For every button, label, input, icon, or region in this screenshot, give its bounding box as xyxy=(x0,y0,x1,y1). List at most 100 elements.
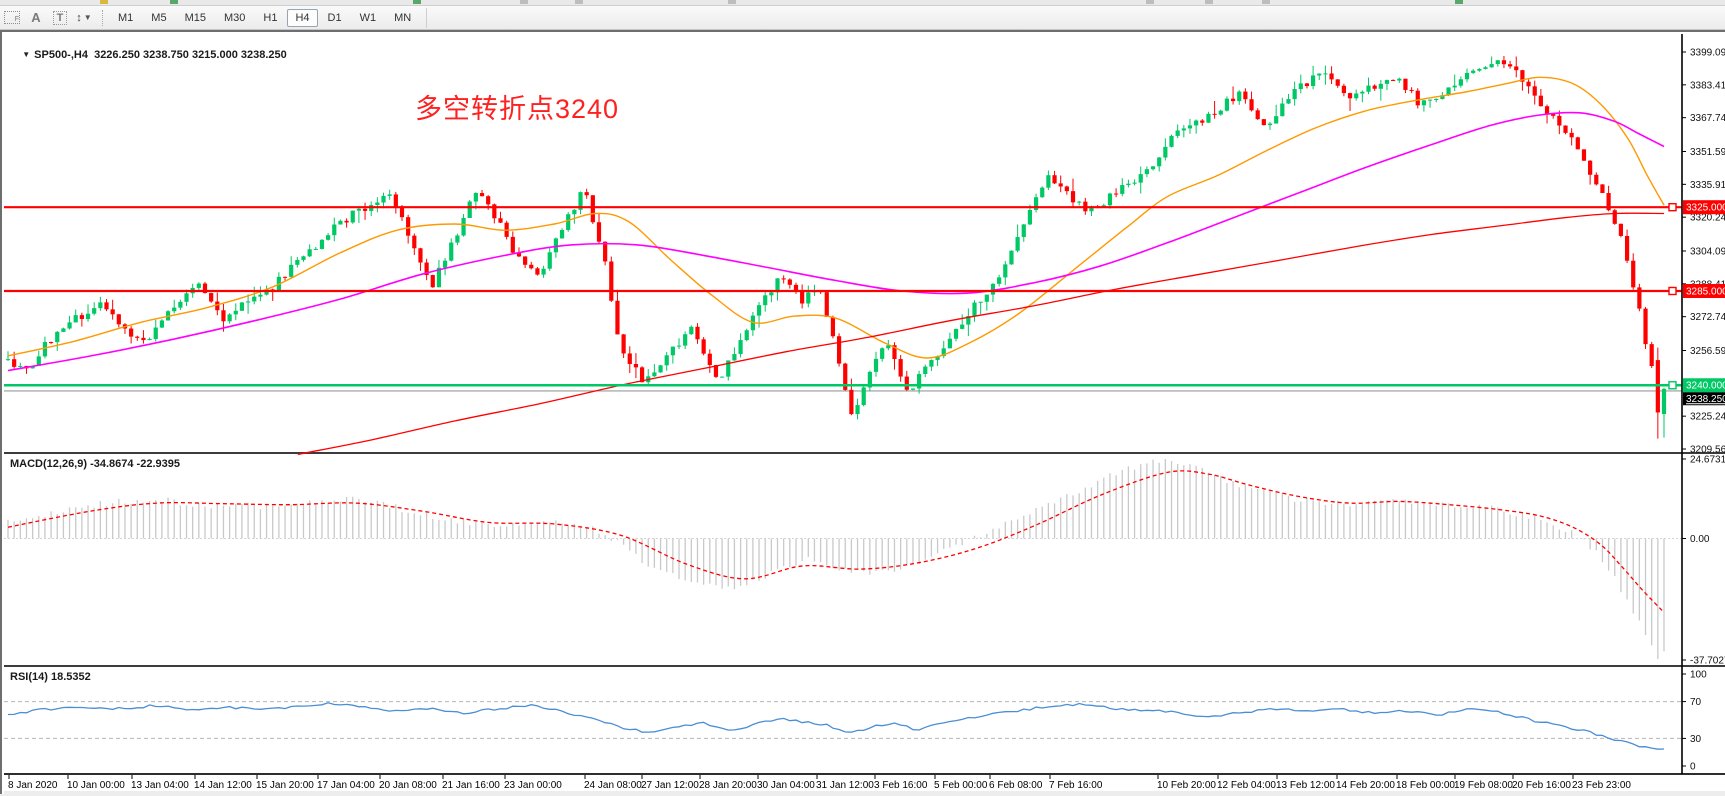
timeframe-button-w1[interactable]: W1 xyxy=(359,11,377,24)
timeframe-button-m15[interactable]: M15 xyxy=(184,11,206,24)
time-axis-label: 10 Feb 20:00 xyxy=(1157,780,1216,791)
time-axis-border xyxy=(4,773,1725,775)
time-axis-label: 31 Jan 12:00 xyxy=(816,780,874,791)
clipped-icon-fragment xyxy=(728,0,736,4)
macd-axis-label: 0.00 xyxy=(1690,534,1710,545)
current-price-box xyxy=(1683,392,1725,406)
price-axis-label: 3209.565 xyxy=(1690,445,1725,456)
price-axis[interactable]: 3399.090 3383.415 3367.740 3351.590 3335.915… xyxy=(1681,34,1725,774)
ma-fast-orange[interactable] xyxy=(7,76,1665,359)
time-axis-label: 8 Jan 2020 xyxy=(8,780,58,791)
current-price-text: 3238.250 xyxy=(1686,394,1725,405)
toolbar-separator xyxy=(426,7,428,28)
macd-signal-line xyxy=(7,470,1665,613)
indicator-axes: 24.6731 0.00 -37.7027 100 70 30 0 xyxy=(1682,455,1725,773)
time-axis-label: 14 Feb 20:00 xyxy=(1336,780,1395,791)
price-axis-label: 3320.240 xyxy=(1690,213,1725,224)
chart-canvas[interactable]: 3399.090 3383.415 3367.740 3351.590 3335.915… xyxy=(4,34,1725,796)
cursor-grid-f-icon[interactable]: F xyxy=(2,8,22,27)
symbol-collapse-icon[interactable]: ▼ xyxy=(22,50,31,59)
clipped-icon-fragment xyxy=(520,0,528,4)
time-axis-label: 27 Jan 12:00 xyxy=(641,780,699,791)
time-axis[interactable]: 8 Jan 2020 10 Jan 00:00 13 Jan 04:00 14 Jan… xyxy=(8,775,1631,791)
time-axis-label: 18 Feb 00:00 xyxy=(1396,780,1455,791)
macd-axis-label: 24.6731 xyxy=(1690,455,1725,466)
time-axis-label: 6 Feb 08:00 xyxy=(989,780,1043,791)
price-axis-label: 3304.090 xyxy=(1690,246,1725,257)
toolbar-separator xyxy=(102,9,103,26)
text-label-icon[interactable]: A xyxy=(31,10,41,25)
time-axis-label: 21 Jan 16:00 xyxy=(442,780,500,791)
price-axis-label: 3225.240 xyxy=(1690,412,1725,423)
hline-price-text: 3285.000 xyxy=(1686,286,1725,297)
macd-axis-label: -37.7027 xyxy=(1690,656,1725,667)
hline-price-box xyxy=(1683,200,1725,215)
chart-window[interactable]: 3399.090 3383.415 3367.740 3351.590 3335.915… xyxy=(0,30,1725,796)
timeframe-button-h4[interactable]: H4 xyxy=(287,8,318,27)
time-axis-label: 10 Jan 00:00 xyxy=(67,780,125,791)
time-axis-label: 3 Feb 16:00 xyxy=(874,780,928,791)
ma-slow-red[interactable] xyxy=(297,212,1665,456)
hline-price-box xyxy=(1683,283,1725,298)
clipped-upper-toolbar xyxy=(0,0,1725,6)
time-axis-label: 30 Jan 04:00 xyxy=(757,780,815,791)
price-axis-label: 3383.415 xyxy=(1690,80,1725,91)
timeframe-button-m1[interactable]: M1 xyxy=(118,11,134,24)
time-axis-label: 5 Feb 00:00 xyxy=(934,780,988,791)
clipped-icon-fragment xyxy=(413,0,421,4)
timeframe-button-m5[interactable]: M5 xyxy=(151,11,167,24)
clipped-icon-fragment xyxy=(170,0,178,4)
dotted-grid-glyph: F xyxy=(4,11,20,24)
time-axis-label: 13 Feb 12:00 xyxy=(1276,780,1335,791)
ma-mid-magenta[interactable] xyxy=(7,111,1665,372)
hline-price-box xyxy=(1683,378,1725,393)
time-axis-label: 23 Jan 00:00 xyxy=(504,780,562,791)
price-axis-label: 3256.590 xyxy=(1690,346,1725,357)
candlestick-series xyxy=(5,55,1667,439)
hline-price-text: 3325.000 xyxy=(1686,203,1725,214)
text-box-icon[interactable]: T xyxy=(50,8,70,27)
timeframe-button-m30[interactable]: M30 xyxy=(223,11,246,24)
clipped-icon-fragment xyxy=(100,0,108,4)
time-axis-label: 13 Jan 04:00 xyxy=(131,780,189,791)
rsi-header: RSI(14) 18.5352 xyxy=(10,671,91,683)
time-axis-label: 23 Feb 23:00 xyxy=(1572,780,1631,791)
pane-divider[interactable] xyxy=(4,665,1725,667)
chart-shift-arrows-icon[interactable]: ↕ ▼ xyxy=(76,11,92,24)
time-axis-label: 17 Jan 04:00 xyxy=(317,780,375,791)
timeframe-button-d1[interactable]: D1 xyxy=(327,11,342,24)
time-axis-label: 19 Feb 08:00 xyxy=(1454,780,1513,791)
time-axis-label: 7 Feb 16:00 xyxy=(1049,780,1103,791)
clipped-icon-fragment xyxy=(575,0,583,4)
symbol-ohlc-text: SP500-,H4 3226.250 3238.750 3215.000 323… xyxy=(34,49,287,61)
hline-handle[interactable] xyxy=(1668,286,1677,296)
price-annotation[interactable]: 多空转折点3240 xyxy=(415,94,620,124)
rsi-line xyxy=(7,702,1665,750)
macd-header: MACD(12,26,9) -34.8674 -22.9395 xyxy=(10,458,180,470)
timeframe-button-h1[interactable]: H1 xyxy=(263,11,278,24)
price-axis-label: 3399.090 xyxy=(1690,48,1725,59)
timeframe-bar: M1 M5 M15 M30 H1 H4 D1 W1 MN xyxy=(109,8,420,27)
price-axis-label: 3351.590 xyxy=(1690,147,1725,158)
time-axis-label: 15 Jan 20:00 xyxy=(256,780,314,791)
dropdown-caret-icon: ▼ xyxy=(83,13,92,22)
time-axis-label: 28 Jan 20:00 xyxy=(699,780,757,791)
price-axis-label: 3272.740 xyxy=(1690,312,1725,323)
clipped-icon-fragment xyxy=(1146,0,1154,4)
clipped-icon-fragment xyxy=(1455,0,1463,4)
price-axis-label: 3367.740 xyxy=(1690,113,1725,124)
rsi-axis-label: 100 xyxy=(1690,670,1707,681)
time-axis-label: 20 Feb 16:00 xyxy=(1512,780,1571,791)
hline-handle[interactable] xyxy=(1668,381,1677,390)
time-axis-label: 20 Jan 08:00 xyxy=(379,780,437,791)
clipped-icon-fragment xyxy=(1262,0,1270,4)
timeframe-button-mn[interactable]: MN xyxy=(394,11,412,24)
rsi-axis-label: 30 xyxy=(1690,734,1702,745)
hline-handle[interactable] xyxy=(1668,202,1677,212)
clipped-icon-fragment xyxy=(1205,0,1213,4)
macd-histogram xyxy=(7,459,1665,659)
pane-divider[interactable] xyxy=(4,452,1725,454)
chart-symbol-header: ▼ SP500-,H4 3226.250 3238.750 3215.000 32… xyxy=(10,37,287,73)
main-toolbar: F A T ↕ ▼ M1 M5 M15 M30 H1 H4 D1 W1 MN xyxy=(0,6,1725,30)
